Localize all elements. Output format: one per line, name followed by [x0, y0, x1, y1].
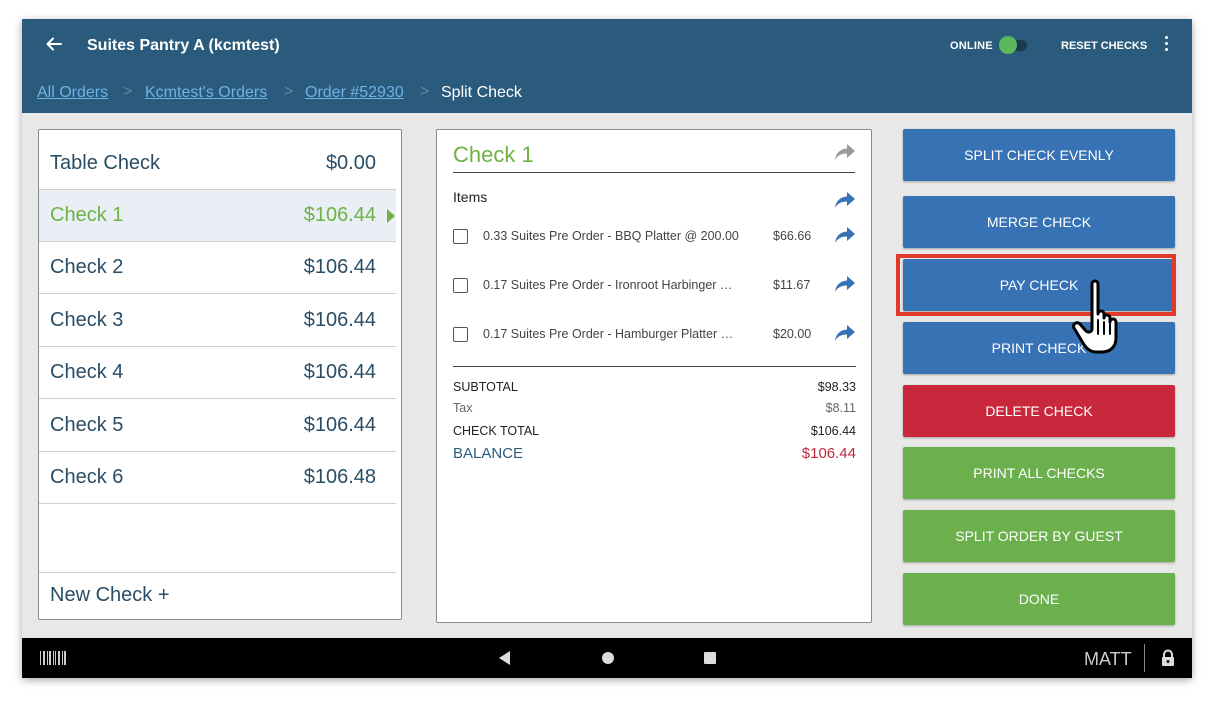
- item-checkbox[interactable]: [453, 278, 468, 293]
- check-total-value: $106.44: [810, 424, 856, 438]
- check-name: Check 1: [50, 204, 124, 226]
- breadcrumb-user-orders[interactable]: Kcmtest's Orders: [145, 84, 268, 101]
- breadcrumb-order[interactable]: Order #52930: [305, 84, 404, 101]
- item-description: 0.17 Suites Pre Order - Ironroot Harbing…: [483, 278, 741, 292]
- check-row-5[interactable]: Check 5 $106.44: [39, 400, 396, 452]
- checks-list-panel: Table Check $0.00 Check 1 $106.44 Check …: [38, 129, 402, 620]
- check-amount: $106.48: [303, 466, 376, 488]
- item-description: 0.17 Suites Pre Order - Hamburger Platte…: [483, 327, 741, 341]
- tax-value: $8.11: [825, 401, 856, 415]
- check-total-label: CHECK TOTAL: [453, 424, 540, 438]
- breadcrumb-separator: >: [123, 83, 133, 100]
- share-forward-icon[interactable]: [833, 323, 857, 343]
- barcode-icon[interactable]: [40, 651, 66, 665]
- nav-back-icon[interactable]: [497, 650, 511, 666]
- share-forward-icon[interactable]: [833, 225, 857, 245]
- system-nav-bar: MATT: [22, 638, 1192, 678]
- app-header: Suites Pantry A (kcmtest) ONLINE RESET C…: [22, 19, 1192, 73]
- print-check-button[interactable]: PRINT CHECK: [903, 322, 1175, 374]
- new-check-button[interactable]: New Check +: [39, 572, 396, 620]
- subtotal-label: SUBTOTAL: [453, 380, 518, 394]
- title-divider: [453, 172, 855, 173]
- new-check-label: New Check +: [50, 584, 170, 606]
- check-row-1[interactable]: Check 1 $106.44: [39, 190, 396, 242]
- check-row-4[interactable]: Check 4 $106.44: [39, 347, 396, 399]
- line-item: 0.17 Suites Pre Order - Hamburger Platte…: [453, 318, 857, 348]
- more-vertical-icon[interactable]: [1162, 36, 1170, 56]
- breadcrumb-separator: >: [284, 83, 294, 100]
- merge-check-button[interactable]: MERGE CHECK: [903, 196, 1175, 248]
- item-price: $20.00: [773, 327, 812, 341]
- online-toggle[interactable]: [999, 36, 1027, 54]
- nav-recent-apps-icon[interactable]: [704, 652, 716, 664]
- app-title: Suites Pantry A (kcmtest): [87, 37, 280, 54]
- breadcrumb-all-orders[interactable]: All Orders: [37, 84, 109, 101]
- toggle-knob: [999, 36, 1017, 54]
- done-button[interactable]: DONE: [903, 573, 1175, 625]
- line-item: 0.33 Suites Pre Order - BBQ Platter @ 20…: [453, 220, 857, 250]
- line-item: 0.17 Suites Pre Order - Ironroot Harbing…: [453, 269, 857, 299]
- current-user: MATT: [1084, 649, 1132, 669]
- nav-home-icon[interactable]: [602, 652, 614, 664]
- selected-caret-icon: [387, 209, 395, 223]
- item-checkbox[interactable]: [453, 327, 468, 342]
- share-forward-icon[interactable]: [833, 142, 857, 162]
- item-description: 0.33 Suites Pre Order - BBQ Platter @ 20…: [483, 229, 739, 243]
- item-checkbox[interactable]: [453, 229, 468, 244]
- check-amount: $106.44: [303, 309, 376, 331]
- divider: [1144, 644, 1145, 672]
- balance-label: BALANCE: [453, 445, 524, 462]
- item-price: $11.67: [773, 278, 811, 292]
- split-check-evenly-button[interactable]: SPLIT CHECK EVENLY: [903, 129, 1175, 181]
- check-amount: $106.44: [303, 256, 376, 278]
- online-label: ONLINE: [950, 40, 993, 52]
- check-amount: $106.44: [303, 204, 376, 226]
- breadcrumb: All Orders > Kcmtest's Orders > Order #5…: [22, 73, 1192, 113]
- print-all-checks-button[interactable]: PRINT ALL CHECKS: [903, 447, 1175, 499]
- item-price: $66.66: [773, 229, 812, 243]
- check-name: Check 5: [50, 414, 124, 436]
- items-label: Items: [453, 189, 488, 205]
- check-amount: $106.44: [303, 414, 376, 436]
- arrow-left-icon[interactable]: [44, 34, 64, 54]
- check-name: Check 4: [50, 361, 124, 383]
- check-row-6[interactable]: Check 6 $106.48: [39, 452, 396, 504]
- balance-value: $106.44: [801, 445, 856, 462]
- check-amount: $0.00: [325, 152, 376, 174]
- share-forward-icon[interactable]: [833, 274, 857, 294]
- check-title: Check 1: [453, 142, 534, 167]
- check-row-table[interactable]: Table Check $0.00: [39, 138, 396, 190]
- breadcrumb-separator: >: [420, 83, 430, 100]
- check-row-3[interactable]: Check 3 $106.44: [39, 295, 396, 347]
- check-name: Table Check: [50, 152, 161, 174]
- breadcrumb-current: Split Check: [441, 84, 522, 101]
- tablet-screen: Suites Pantry A (kcmtest) ONLINE RESET C…: [22, 19, 1192, 678]
- check-name: Check 2: [50, 256, 124, 278]
- totals-divider: [453, 366, 856, 367]
- reset-checks-button[interactable]: RESET CHECKS: [1061, 40, 1148, 52]
- delete-check-button[interactable]: DELETE CHECK: [903, 385, 1175, 437]
- check-row-2[interactable]: Check 2 $106.44: [39, 242, 396, 294]
- check-amount: $106.44: [303, 361, 376, 383]
- check-detail-panel: Check 1 Items 0.33 Suites Pre Order - BB…: [436, 129, 872, 623]
- check-name: Check 3: [50, 309, 124, 331]
- tax-label: Tax: [453, 401, 473, 415]
- pay-check-button[interactable]: PAY CHECK: [903, 259, 1175, 311]
- share-forward-icon[interactable]: [833, 190, 857, 210]
- subtotal-value: $98.33: [817, 380, 856, 394]
- lock-icon[interactable]: [1160, 649, 1176, 667]
- check-name: Check 6: [50, 466, 124, 488]
- split-order-by-guest-button[interactable]: SPLIT ORDER BY GUEST: [903, 510, 1175, 562]
